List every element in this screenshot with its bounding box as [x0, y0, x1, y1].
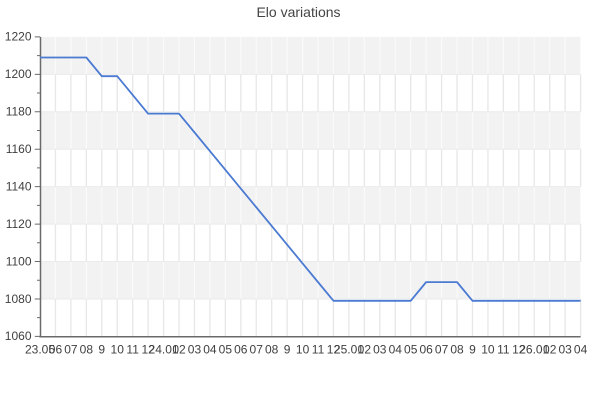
svg-text:06: 06 [49, 342, 63, 356]
svg-text:08: 08 [450, 342, 464, 356]
svg-text:10: 10 [296, 342, 310, 356]
svg-text:10: 10 [481, 342, 495, 356]
svg-text:11: 11 [126, 342, 139, 356]
svg-text:1100: 1100 [6, 254, 32, 268]
svg-text:06: 06 [419, 342, 433, 356]
svg-text:1200: 1200 [5, 67, 32, 81]
svg-text:23.05: 23.05 [25, 342, 55, 356]
svg-text:1220: 1220 [5, 30, 32, 44]
svg-text:9: 9 [469, 342, 476, 356]
svg-text:02: 02 [358, 342, 372, 356]
svg-text:07: 07 [64, 342, 78, 356]
svg-text:1180: 1180 [6, 105, 32, 119]
svg-text:07: 07 [435, 342, 449, 356]
svg-text:07: 07 [250, 342, 264, 356]
svg-text:24.01: 24.01 [149, 342, 179, 356]
svg-text:03: 03 [188, 342, 202, 356]
svg-text:12: 12 [512, 342, 526, 356]
svg-text:08: 08 [80, 342, 94, 356]
svg-text:9: 9 [98, 342, 105, 356]
svg-text:Elo variations: Elo variations [256, 4, 340, 20]
svg-text:05: 05 [219, 342, 233, 356]
svg-text:1080: 1080 [5, 292, 32, 306]
svg-text:1140: 1140 [6, 179, 32, 193]
svg-text:05: 05 [404, 342, 418, 356]
svg-text:1160: 1160 [6, 142, 32, 156]
svg-text:9: 9 [284, 342, 291, 356]
svg-text:03: 03 [373, 342, 387, 356]
svg-text:11: 11 [312, 342, 325, 356]
svg-text:11: 11 [497, 342, 510, 356]
svg-text:10: 10 [111, 342, 125, 356]
svg-text:08: 08 [265, 342, 279, 356]
svg-text:12: 12 [327, 342, 341, 356]
svg-text:1060: 1060 [5, 329, 32, 343]
svg-text:25.01: 25.01 [334, 342, 364, 356]
svg-text:04: 04 [574, 342, 588, 356]
svg-text:26.01: 26.01 [519, 342, 549, 356]
svg-text:04: 04 [389, 342, 403, 356]
svg-text:1120: 1120 [6, 217, 32, 231]
svg-text:02: 02 [543, 342, 557, 356]
svg-text:06: 06 [234, 342, 248, 356]
svg-text:03: 03 [558, 342, 572, 356]
svg-text:12: 12 [141, 342, 155, 356]
svg-text:04: 04 [203, 342, 217, 356]
svg-text:02: 02 [172, 342, 186, 356]
